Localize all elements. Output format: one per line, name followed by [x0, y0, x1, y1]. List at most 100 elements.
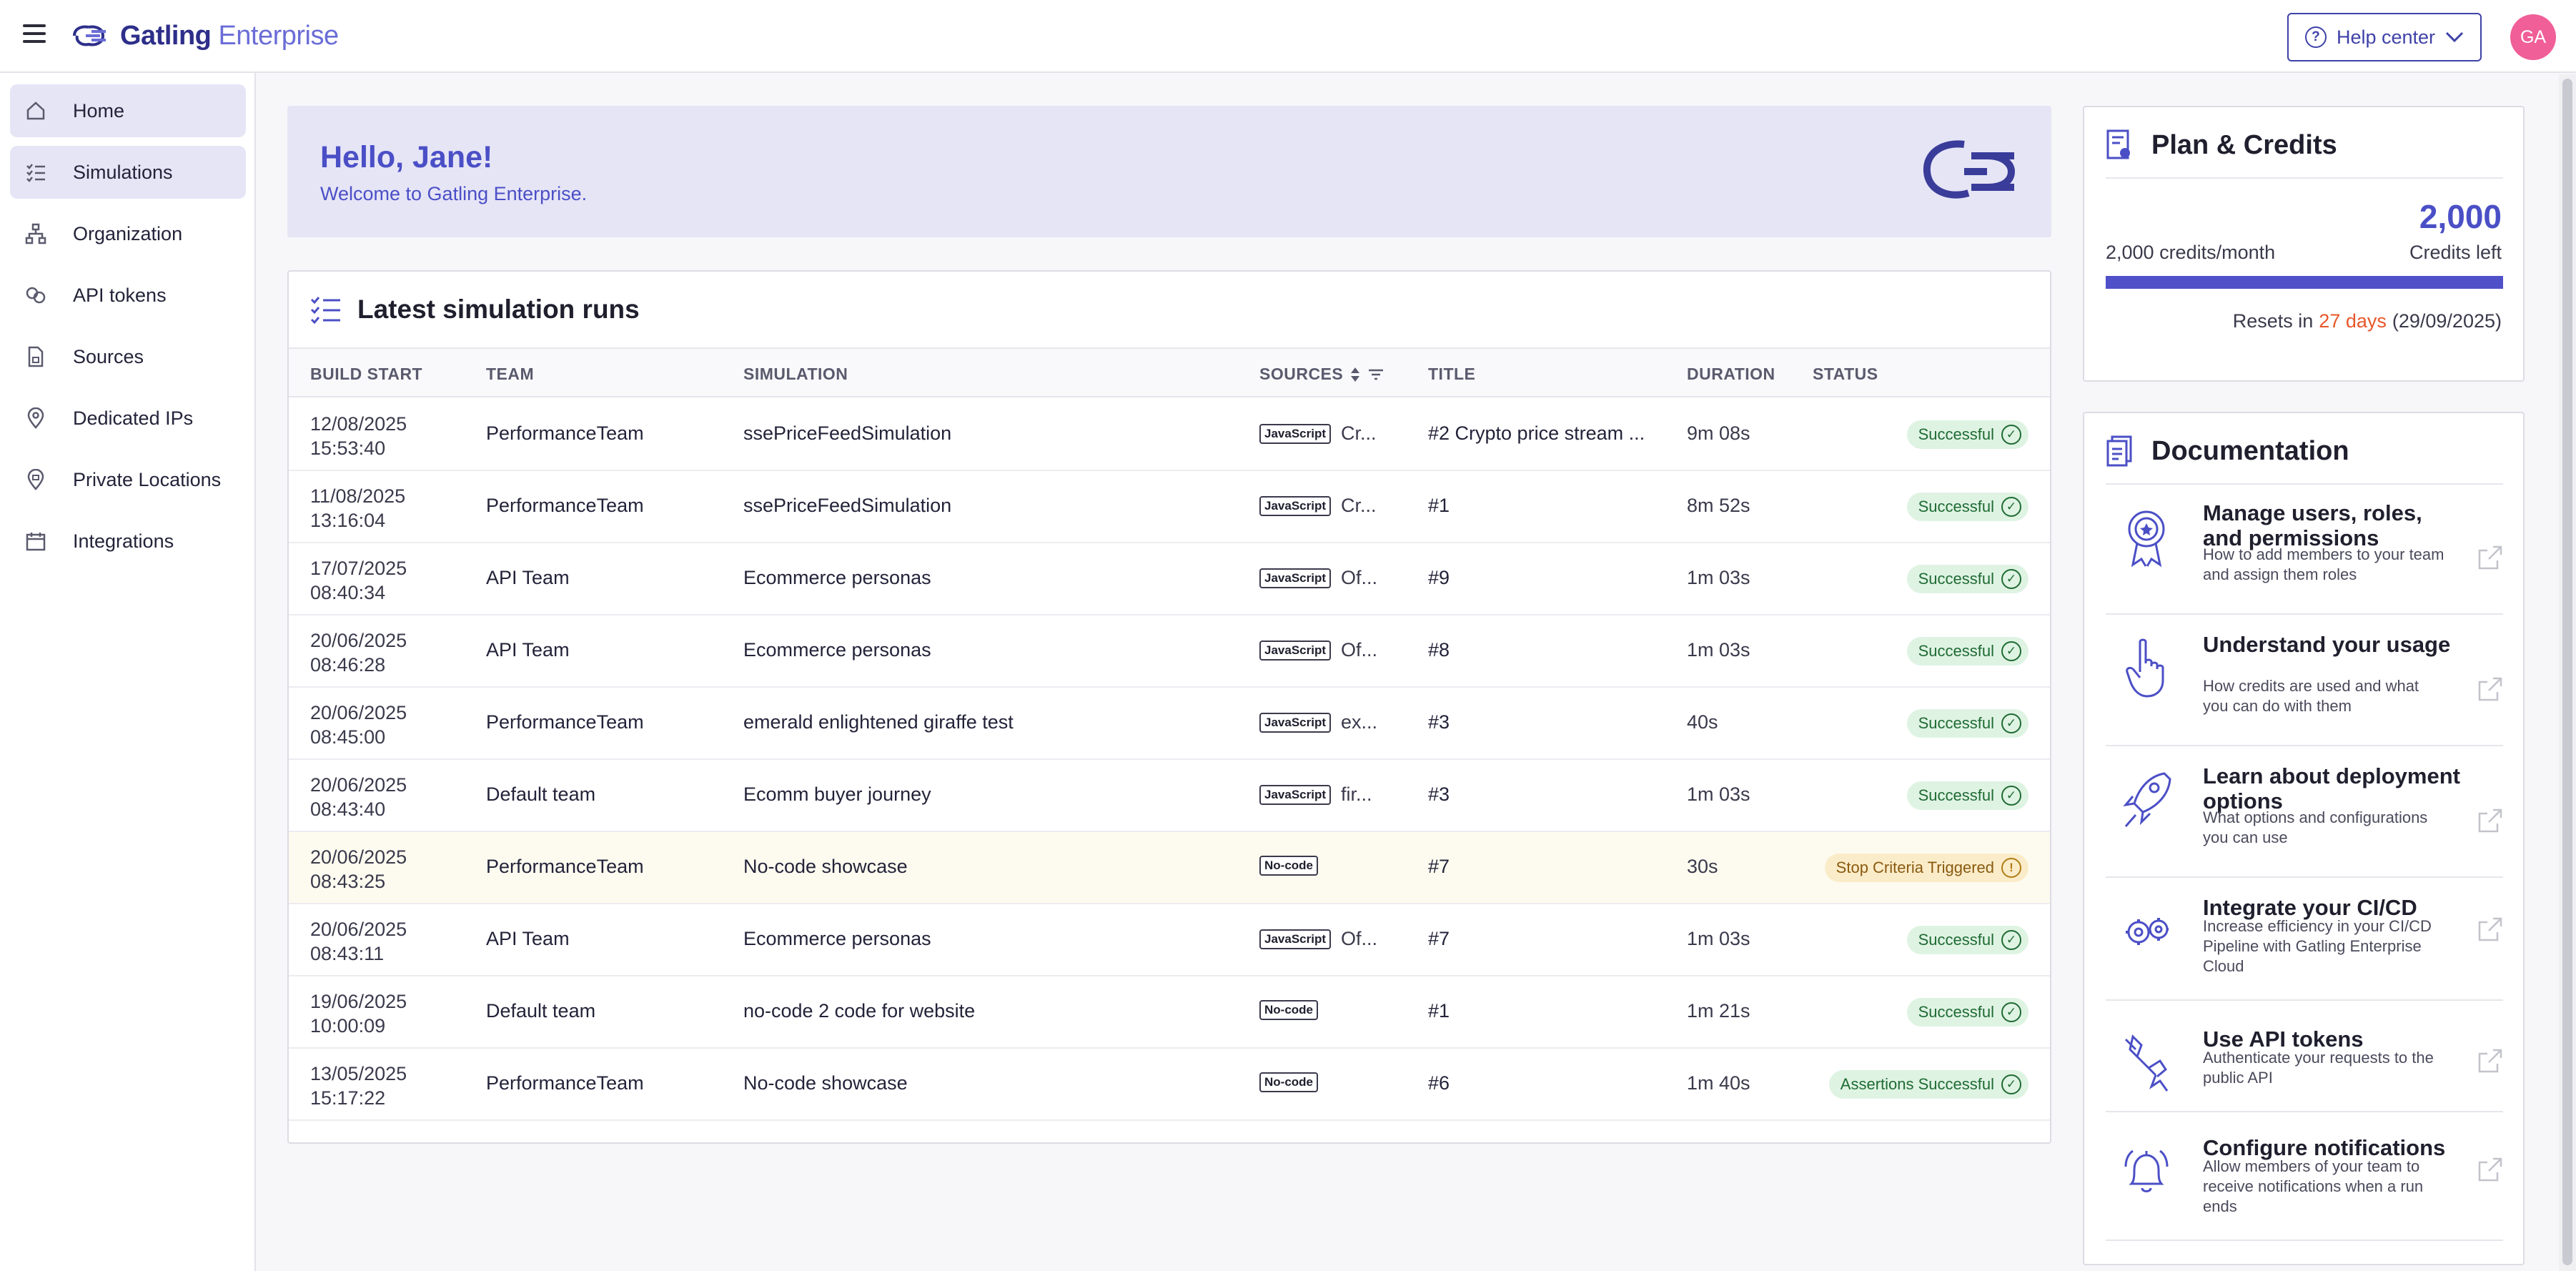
col-sources-label: SOURCES: [1259, 365, 1344, 383]
external-link-icon[interactable]: [2477, 1048, 2503, 1074]
gatling-emblem-icon: [1923, 140, 2016, 199]
run-duration: 1m 03s: [1687, 567, 1750, 588]
badge-award-icon: [2120, 506, 2173, 568]
sidebar-item-integrations[interactable]: Integrations: [10, 515, 246, 568]
source-type-tag: No-code: [1259, 1072, 1318, 1092]
source-type-tag: JavaScript: [1259, 423, 1331, 444]
build-time: 15:17:22: [310, 1087, 386, 1109]
team-name: API Team: [486, 639, 570, 661]
doc-description: What options and configurations you can …: [2203, 808, 2428, 846]
simulation-name: Ecommerce personas: [743, 567, 931, 588]
status-badge: Successful ✓: [1906, 565, 2028, 593]
app-logo[interactable]: Gatling Enterprise: [71, 17, 339, 54]
doc-link-item[interactable]: Understand your usage How credits are us…: [2106, 632, 2503, 739]
credits-progress-fill: [2106, 276, 2503, 289]
sidebar-item-label: Home: [73, 99, 125, 122]
table-row[interactable]: 20/06/2025 08:45:00 PerformanceTeam emer…: [289, 688, 2050, 760]
doc-link-item[interactable]: Learn about deployment options What opti…: [2106, 763, 2503, 871]
avatar[interactable]: GA: [2510, 14, 2556, 60]
table-row[interactable]: 20/06/2025 08:46:28 API Team Ecommerce p…: [289, 615, 2050, 688]
page-scrollbar[interactable]: [2559, 74, 2576, 1271]
doc-link-item[interactable]: Integrate your CI/CD Increase efficiency…: [2106, 895, 2503, 1002]
docs-title: Documentation: [2151, 435, 2349, 466]
table-row[interactable]: 17/07/2025 08:40:34 API Team Ecommerce p…: [289, 543, 2050, 615]
table-row[interactable]: 20/06/2025 08:43:40 Default team Ecomm b…: [289, 760, 2050, 832]
file-lock-icon: [23, 344, 49, 370]
table-row[interactable]: 12/08/2025 15:53:40 PerformanceTeam sseP…: [289, 399, 2050, 471]
external-link-icon[interactable]: [2477, 545, 2503, 570]
sources-cell: No-code: [1259, 1072, 1318, 1092]
table-row[interactable]: 11/08/2025 13:16:04 PerformanceTeam sseP…: [289, 471, 2050, 543]
run-duration: 1m 03s: [1687, 928, 1750, 949]
run-title: #3: [1428, 783, 1450, 805]
simulation-name: ssePriceFeedSimulation: [743, 495, 952, 516]
build-time: 08:43:25: [310, 871, 386, 892]
run-title: #7: [1428, 928, 1450, 949]
simulation-name: No-code showcase: [743, 1072, 908, 1094]
external-link-icon[interactable]: [2477, 1157, 2503, 1182]
simulation-name: emerald enlightened giraffe test: [743, 711, 1014, 733]
sidebar-item-sources[interactable]: Sources: [10, 330, 246, 383]
doc-link-item[interactable]: Configure notifications Allow members of…: [2106, 1135, 2503, 1242]
sidebar-item-dedicated-ips[interactable]: Dedicated IPs: [10, 392, 246, 445]
logo-text: Gatling Enterprise: [120, 20, 339, 51]
status-label: Successful: [1918, 931, 1994, 949]
status-badge: Successful ✓: [1906, 709, 2028, 738]
col-title: TITLE: [1428, 365, 1476, 383]
status-label: Assertions Successful: [1840, 1075, 1994, 1093]
build-date: 20/06/2025: [310, 630, 407, 651]
doc-title: Use API tokens: [2203, 1027, 2364, 1052]
sidebar-item-home[interactable]: Home: [10, 84, 246, 137]
divider: [2106, 1240, 2503, 1241]
doc-link-item[interactable]: Use API tokens Authenticate your request…: [2106, 1027, 2503, 1134]
welcome-title: Hello, Jane!: [320, 140, 493, 174]
external-link-icon[interactable]: [2477, 808, 2503, 834]
source-name: Cr...: [1341, 422, 1377, 444]
sidebar-item-private-locations[interactable]: Private Locations: [10, 453, 246, 506]
source-name: Of...: [1341, 567, 1378, 588]
external-link-icon[interactable]: [2477, 916, 2503, 942]
help-center-button[interactable]: ? Help center: [2287, 13, 2482, 61]
sidebar-item-simulations[interactable]: Simulations: [10, 146, 246, 199]
table-row[interactable]: 19/06/2025 10:00:09 Default team no-code…: [289, 976, 2050, 1049]
table-row[interactable]: 20/06/2025 08:43:25 PerformanceTeam No-c…: [289, 832, 2050, 904]
run-title: #3: [1428, 711, 1450, 733]
credits-per-month: 2,000 credits/month: [2106, 242, 2276, 263]
sidebar-item-label: Private Locations: [73, 468, 222, 490]
credits-left-value: 2,000: [2419, 198, 2502, 235]
resets-prefix: Resets in: [2232, 310, 2314, 332]
run-title: #6: [1428, 1072, 1450, 1094]
credits-left-label: Credits left: [2409, 242, 2502, 263]
scrollbar-thumb[interactable]: [2562, 79, 2572, 1265]
rocket-icon: [2120, 769, 2173, 831]
run-duration: 1m 40s: [1687, 1072, 1750, 1094]
table-row[interactable]: 13/05/2025 15:17:22 PerformanceTeam No-c…: [289, 1049, 2050, 1121]
build-time: 15:53:40: [310, 437, 386, 459]
table-row[interactable]: 20/06/2025 08:43:11 API Team Ecommerce p…: [289, 904, 2050, 976]
menu-icon[interactable]: [23, 24, 46, 47]
filter-icon[interactable]: [1367, 367, 1384, 382]
build-date: 20/06/2025: [310, 774, 407, 796]
doc-link-item[interactable]: Manage users, roles, and permissions How…: [2106, 500, 2503, 608]
status-badge: Successful ✓: [1906, 998, 2028, 1027]
doc-description: How credits are used and what you can do…: [2203, 677, 2419, 715]
home-icon: [23, 98, 49, 124]
run-title: #1: [1428, 495, 1450, 516]
run-duration: 30s: [1687, 856, 1718, 877]
source-name: Of...: [1341, 928, 1378, 949]
build-date: 13/05/2025: [310, 1063, 407, 1084]
source-name: ex...: [1341, 711, 1378, 733]
run-duration: 8m 52s: [1687, 495, 1750, 516]
external-link-icon[interactable]: [2477, 676, 2503, 702]
resets-days: 27 days: [2319, 310, 2387, 332]
sort-icon[interactable]: [1350, 366, 1360, 383]
sidebar-item-organization[interactable]: Organization: [10, 207, 246, 260]
source-type-tag: JavaScript: [1259, 929, 1331, 949]
doc-title: Learn about deployment options: [2203, 763, 2460, 813]
check-circle-icon: ✓: [2001, 425, 2021, 445]
sidebar-item-api-tokens[interactable]: API tokens: [10, 269, 246, 322]
build-start: 19/06/2025 10:00:09: [310, 989, 407, 1038]
col-sources[interactable]: SOURCES: [1259, 365, 1384, 384]
source-type-tag: JavaScript: [1259, 784, 1331, 805]
status-label: Successful: [1918, 714, 1994, 732]
